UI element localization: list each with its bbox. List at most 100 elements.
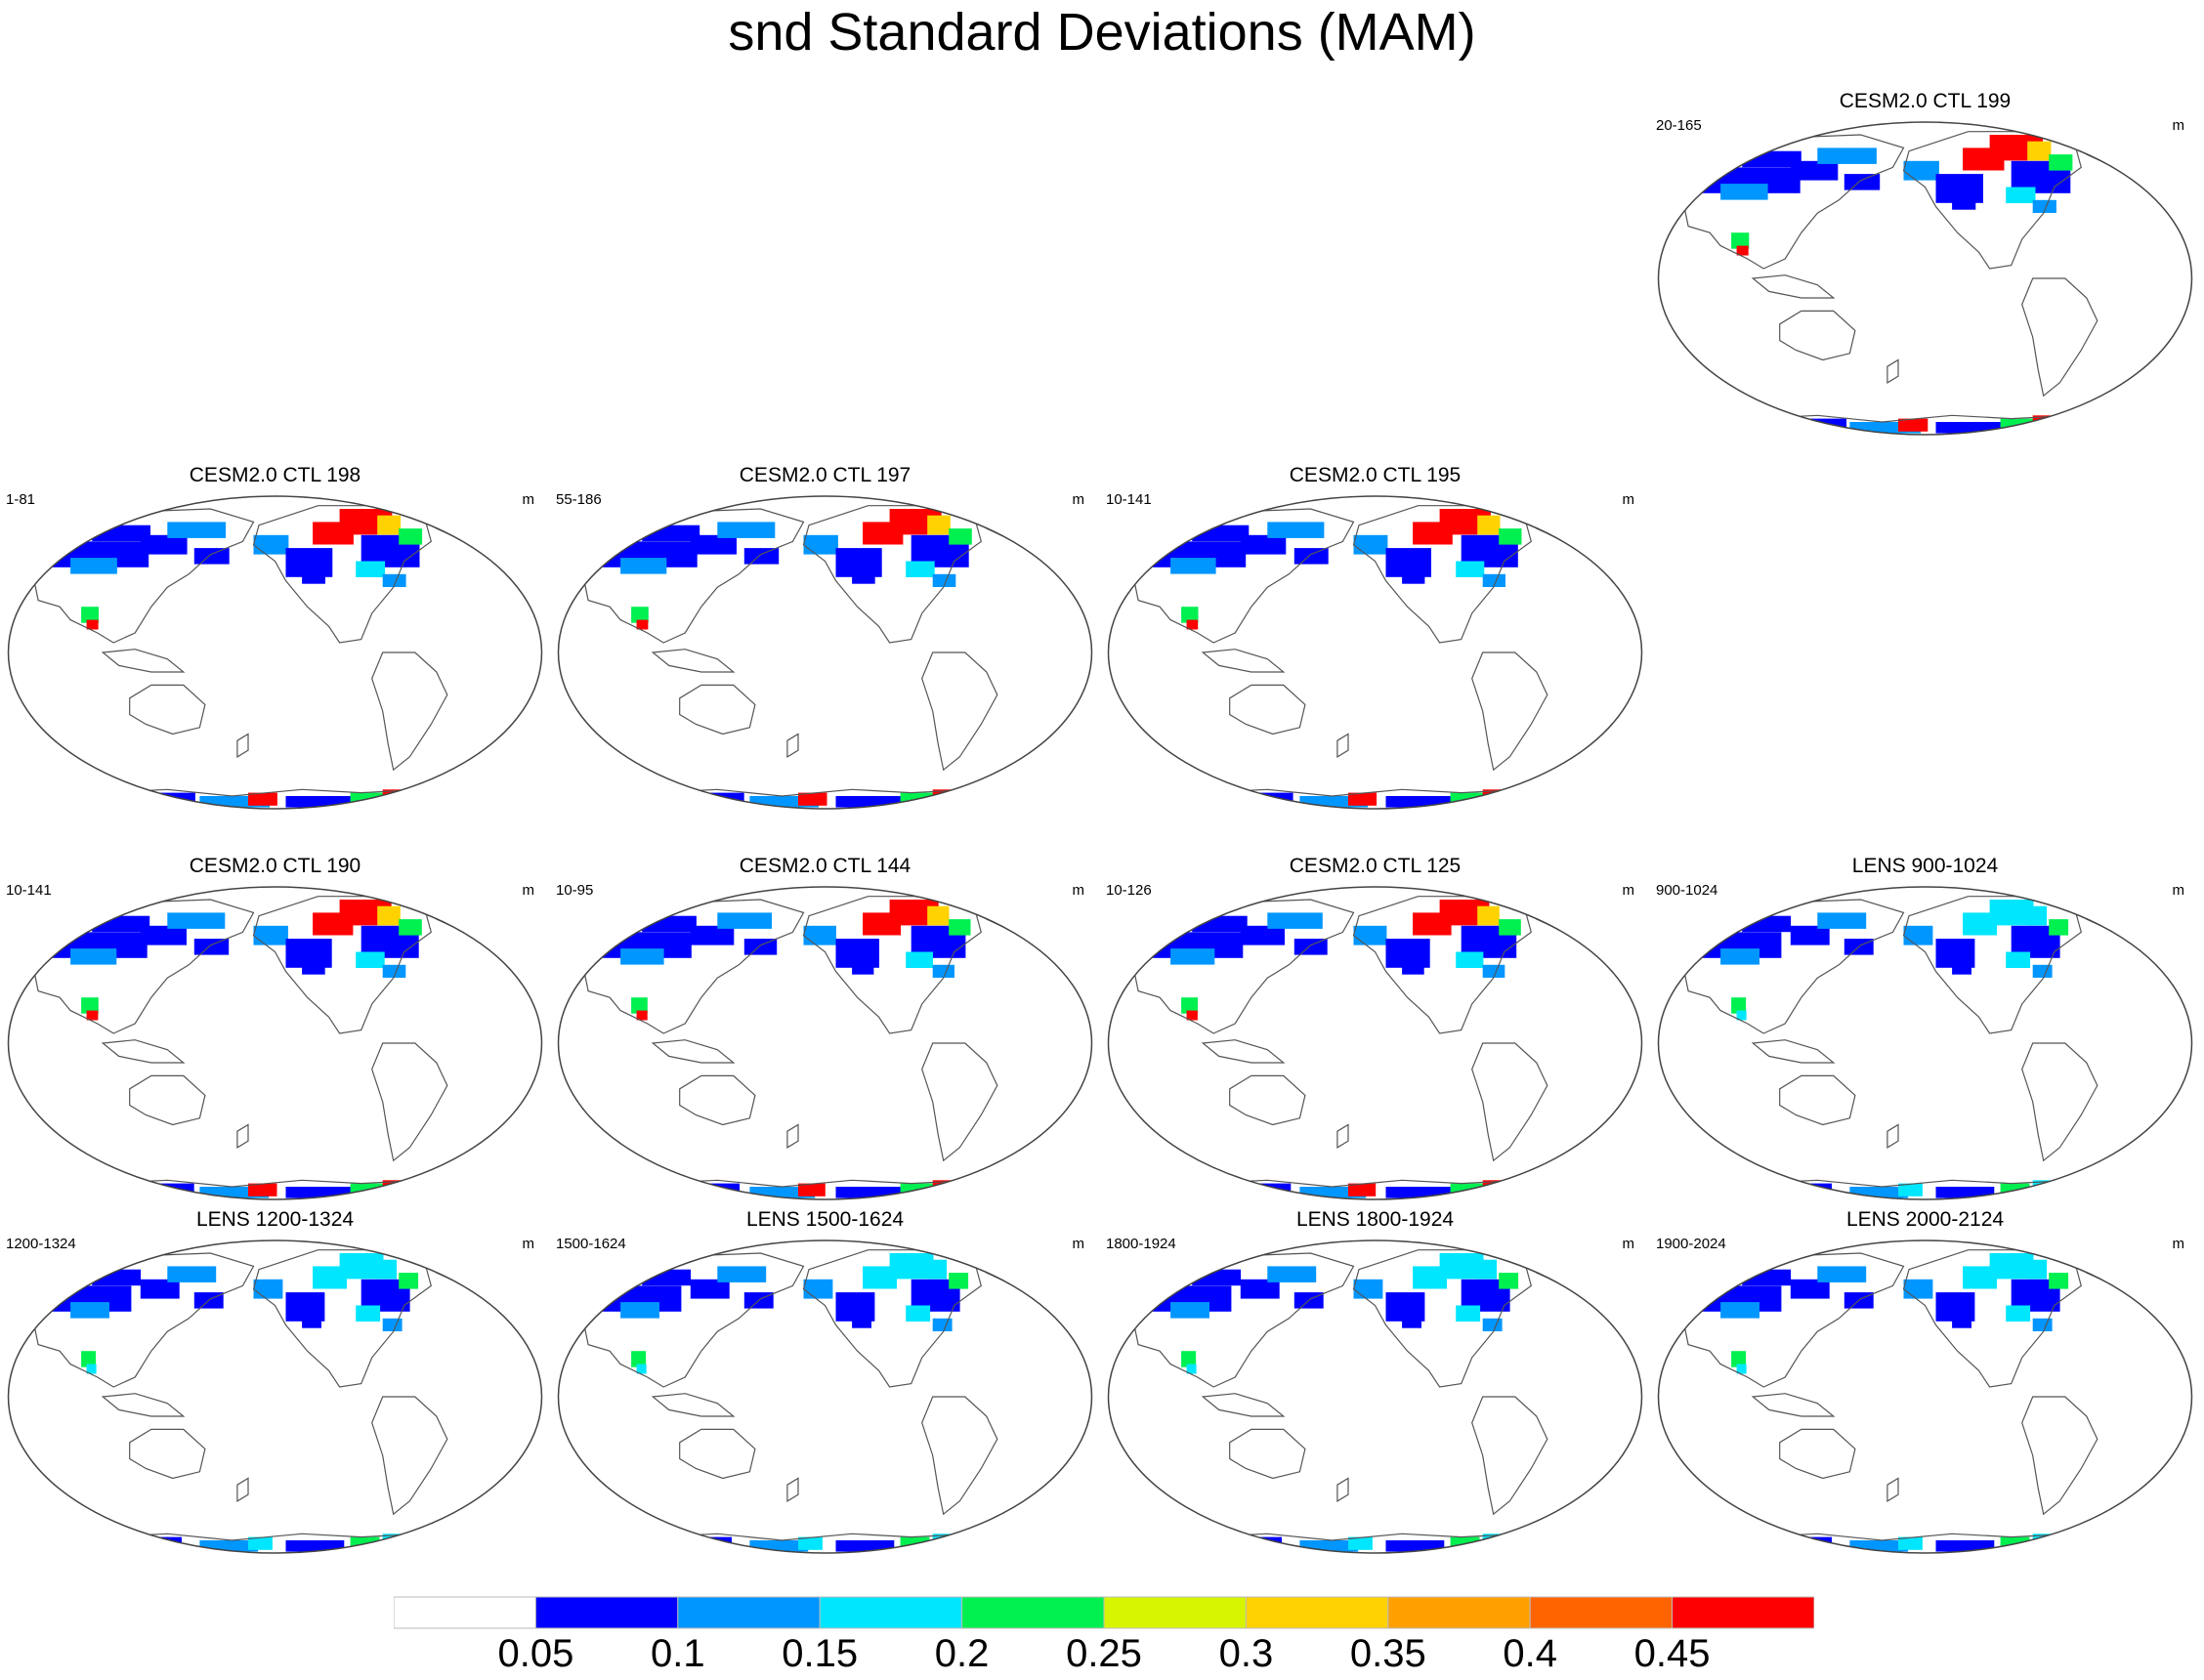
panel-units: m	[2172, 1236, 2185, 1252]
snow-cell	[1499, 528, 1522, 545]
snow-cell	[2049, 154, 2073, 171]
snow-cell	[1989, 1253, 2034, 1280]
snow-cell	[690, 925, 735, 945]
snow-cell	[932, 964, 954, 978]
panel-title: CESM2.0 CTL 198	[189, 464, 361, 486]
map-frame	[1107, 1239, 1643, 1554]
panel-units: m	[2172, 882, 2185, 899]
snow-cell	[1213, 1536, 1282, 1549]
map-svg	[1657, 886, 2193, 1200]
australia-outline	[1779, 1428, 1856, 1480]
colorbar-tick-label: 0.3	[1218, 1632, 1274, 1675]
panel-title: CESM2.0 CTL 125	[1289, 855, 1462, 877]
map-frame	[1657, 121, 2193, 436]
snow-cell	[1720, 948, 1759, 965]
snow-depth-field	[1693, 900, 2107, 1198]
snow-cell	[302, 1312, 321, 1328]
south-america-outline	[2021, 1042, 2098, 1162]
australia-outline	[679, 1074, 756, 1126]
south-america-outline	[371, 1042, 448, 1162]
panel-title: CESM2.0 CTL 195	[1289, 464, 1462, 486]
snow-cell	[86, 1010, 99, 1021]
snow-cell	[285, 1540, 345, 1552]
snow-cell	[749, 1187, 816, 1198]
snow-cell	[2006, 951, 2031, 968]
snow-cell	[1348, 1183, 1377, 1197]
snow-cell	[1456, 951, 1484, 968]
snow-cell	[1790, 925, 1830, 945]
snow-cell	[1790, 160, 1839, 181]
snow-cell	[1731, 232, 1750, 249]
map-svg	[7, 495, 543, 810]
snow-cell	[1385, 1187, 1453, 1198]
snow-cell	[803, 925, 836, 945]
snow-cell	[356, 1305, 381, 1322]
snow-cell	[1482, 573, 1505, 587]
colorbar-tick-label: 0.35	[1349, 1632, 1426, 1675]
eurasia-outline	[31, 899, 255, 1034]
snow-cell	[403, 794, 440, 805]
eurasia-outline	[581, 1252, 805, 1388]
snow-cell	[1353, 534, 1388, 555]
snow-cell	[1935, 1540, 1995, 1552]
panel-units: m	[1622, 491, 1635, 508]
snow-cell	[642, 915, 697, 933]
map-panel: LENS 1200-1324 1200-1324 m	[0, 1208, 550, 1579]
snow-cell	[1293, 939, 1328, 955]
snow-cell	[932, 1318, 953, 1331]
snow-cell	[1499, 919, 1521, 936]
snow-cell	[1898, 1183, 1923, 1197]
snow-cell	[1935, 1187, 1995, 1198]
snow-cell	[1240, 1279, 1280, 1299]
snow-cell	[1731, 1351, 1747, 1367]
snow-cell	[1482, 964, 1505, 978]
snow-cell	[92, 1269, 142, 1286]
eurasia-outline	[581, 508, 805, 644]
snow-cell	[610, 919, 632, 929]
new-zealand-outline	[786, 1123, 799, 1149]
snow-cell	[717, 522, 776, 538]
panel-title: CESM2.0 CTL 190	[189, 855, 361, 877]
australia-outline	[1779, 1074, 1856, 1126]
new-zealand-outline	[236, 1477, 249, 1502]
snow-cell	[399, 919, 422, 936]
panel-units: m	[1072, 882, 1085, 899]
snow-cell	[798, 1536, 823, 1550]
snow-cell	[690, 534, 737, 555]
colorbar-box	[1529, 1596, 1674, 1629]
eurasia-outline	[1131, 899, 1355, 1034]
snow-cell	[932, 573, 956, 587]
australia-outline	[679, 1428, 756, 1480]
colorbar-tick-label: 0.2	[934, 1632, 990, 1675]
colorbar-box	[961, 1596, 1105, 1629]
snow-cell	[1817, 1266, 1867, 1282]
snow-cell	[2092, 905, 2107, 923]
snow-cell	[86, 1364, 97, 1374]
snow-cell	[339, 1253, 384, 1280]
snow-cell	[1849, 422, 1922, 434]
map-frame	[1107, 886, 1643, 1200]
panel-title: LENS 2000-2124	[1845, 1208, 2005, 1231]
snow-cell	[1763, 418, 1847, 431]
snow-cell	[1348, 792, 1378, 806]
map-svg	[557, 1239, 1093, 1554]
australia-outline	[129, 1074, 206, 1126]
panel-units: m	[1622, 1236, 1635, 1252]
panel-year-range: 1200-1324	[6, 1236, 76, 1252]
snow-cell	[1192, 525, 1250, 542]
map-frame	[557, 495, 1093, 810]
snow-cell	[1170, 558, 1216, 574]
south-america-outline	[2021, 277, 2098, 398]
map-panel: CESM2.0 CTL 144 10-95 m	[550, 855, 1100, 1226]
snow-cell	[992, 905, 1008, 923]
panel-year-range: 10-141	[6, 882, 52, 899]
snow-cell	[1720, 1302, 1759, 1319]
snow-cell	[1542, 905, 1559, 923]
panel-year-range: 1500-1624	[556, 1236, 626, 1252]
panel-units: m	[2172, 117, 2185, 134]
eurasia-outline	[581, 899, 805, 1034]
map-svg	[7, 1239, 543, 1554]
maritime-continent-outline	[651, 1393, 736, 1417]
snow-cell	[167, 912, 226, 929]
new-zealand-outline	[1336, 733, 1349, 758]
